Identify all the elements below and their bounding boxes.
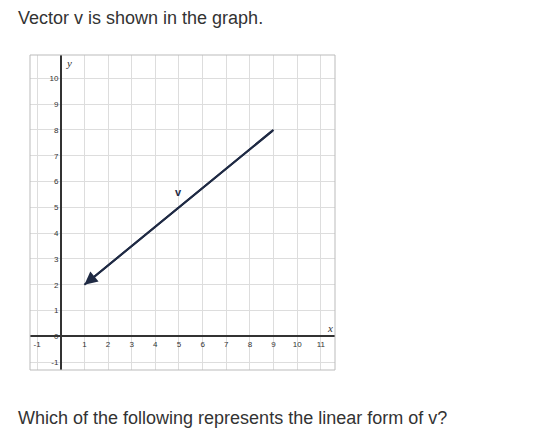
- svg-text:y: y: [66, 57, 72, 69]
- html-text:Vector v is shown in the graph: Vector v is shown in the graph.: [18, 8, 264, 28]
- svg-text:10: 10: [49, 74, 58, 83]
- svg-text:10: 10: [293, 340, 302, 349]
- svg-text:6: 6: [54, 177, 59, 186]
- svg-text:7: 7: [224, 340, 229, 349]
- svg-text:9: 9: [271, 340, 276, 349]
- svg-text:8: 8: [248, 340, 253, 349]
- svg-text:2: 2: [54, 281, 59, 290]
- svg-text:-1: -1: [51, 358, 59, 367]
- svg-text:v: v: [175, 186, 182, 198]
- svg-text:x: x: [327, 322, 333, 334]
- svg-text:8: 8: [54, 126, 59, 135]
- svg-text:3: 3: [129, 340, 134, 349]
- svg-text:4: 4: [153, 340, 158, 349]
- svg-text:1: 1: [82, 340, 87, 349]
- svg-text:4: 4: [54, 229, 59, 238]
- svg-text:1: 1: [54, 306, 59, 315]
- svg-text:5: 5: [54, 203, 59, 212]
- svg-text:-1: -1: [34, 340, 42, 349]
- svg-text:9: 9: [54, 100, 59, 109]
- svg-text:6: 6: [200, 340, 205, 349]
- svg-text:3: 3: [54, 255, 59, 264]
- svg-text:0: 0: [54, 332, 59, 341]
- svg-text:5: 5: [177, 340, 182, 349]
- svg-text:7: 7: [54, 152, 59, 161]
- svg-text:11: 11: [317, 340, 326, 349]
- svg-text:2: 2: [106, 340, 111, 349]
- html-text:Which of the following represe: Which of the following represents the li…: [18, 408, 448, 428]
